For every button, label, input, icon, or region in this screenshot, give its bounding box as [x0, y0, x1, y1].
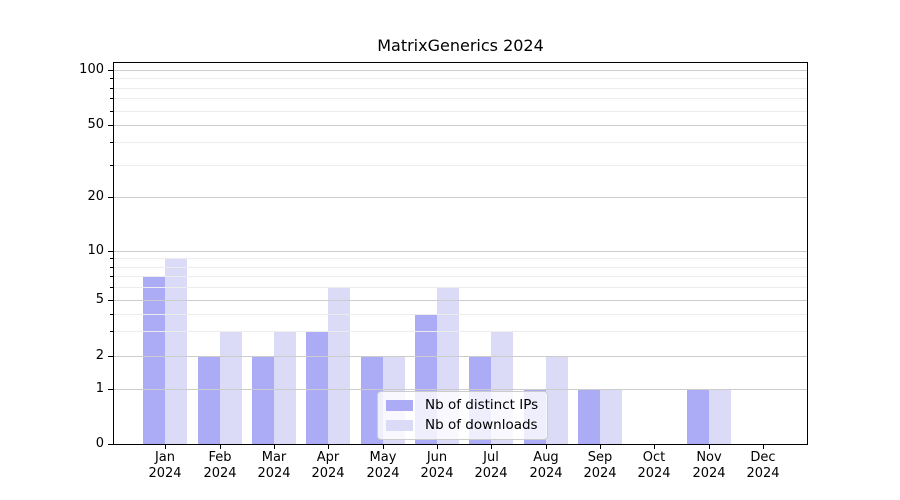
- x-tick-sep: [600, 445, 601, 449]
- y-tick-10: [108, 251, 113, 252]
- major-gridline-5: [114, 300, 807, 301]
- y-axis-label-5: 5: [95, 292, 104, 307]
- minor-gridline-70: [114, 98, 807, 99]
- y-minor-tick-30: [110, 165, 113, 166]
- x-tick-jul: [491, 445, 492, 449]
- bar-downloads-jan: [165, 258, 188, 444]
- x-axis-label-mar: Mar 2024: [257, 450, 291, 481]
- bar-downloads-nov: [708, 389, 731, 444]
- legend-swatch-distinct-ips: [386, 399, 413, 411]
- bar-distinct-ips-jan: [143, 276, 166, 444]
- y-axis-label-2: 2: [95, 348, 104, 363]
- bar-distinct-ips-mar: [251, 356, 274, 444]
- minor-gridline-3: [114, 331, 807, 332]
- x-axis-label-apr: Apr 2024: [311, 450, 345, 481]
- x-tick-jan: [165, 445, 166, 449]
- y-tick-100: [108, 70, 113, 71]
- y-tick-2: [108, 356, 113, 357]
- x-axis-label-nov: Nov 2024: [692, 450, 726, 481]
- y-minor-tick-9: [110, 258, 113, 259]
- minor-gridline-7: [114, 276, 807, 277]
- major-gridline-50: [114, 125, 807, 126]
- minor-gridline-9: [114, 258, 807, 259]
- legend: Nb of distinct IPs Nb of downloads: [377, 391, 549, 440]
- major-gridline-1: [114, 389, 807, 390]
- legend-label-distinct-ips: Nb of distinct IPs: [425, 397, 539, 413]
- legend-item-distinct-ips: Nb of distinct IPs: [386, 397, 538, 413]
- y-tick-0: [108, 444, 113, 445]
- minor-gridline-40: [114, 142, 807, 143]
- major-gridline-20: [114, 197, 807, 198]
- x-tick-dec: [763, 445, 764, 449]
- y-minor-tick-80: [110, 88, 113, 89]
- x-axis-label-aug: Aug 2024: [529, 450, 563, 481]
- y-axis-label-0: 0: [95, 436, 104, 451]
- minor-gridline-80: [114, 88, 807, 89]
- y-minor-tick-6: [110, 287, 113, 288]
- minor-gridline-6: [114, 287, 807, 288]
- y-axis-label-1: 1: [95, 381, 104, 396]
- x-axis-label-dec: Dec 2024: [746, 450, 780, 481]
- x-tick-aug: [546, 445, 547, 449]
- major-gridline-100: [114, 70, 807, 71]
- y-tick-1: [108, 389, 113, 390]
- bar-distinct-ips-nov: [686, 389, 709, 444]
- y-minor-tick-90: [110, 78, 113, 79]
- bar-downloads-sep: [599, 389, 622, 444]
- y-minor-tick-7: [110, 276, 113, 277]
- y-tick-5: [108, 300, 113, 301]
- x-axis-label-feb: Feb 2024: [203, 450, 237, 481]
- minor-gridline-4: [114, 314, 807, 315]
- x-tick-feb: [220, 445, 221, 449]
- x-tick-jun: [437, 445, 438, 449]
- minor-gridline-60: [114, 111, 807, 112]
- x-tick-nov: [709, 445, 710, 449]
- y-minor-tick-60: [110, 111, 113, 112]
- y-minor-tick-40: [110, 142, 113, 143]
- bar-downloads-aug: [545, 356, 568, 444]
- bar-downloads-mar: [273, 331, 296, 444]
- legend-swatch-downloads: [386, 419, 413, 431]
- legend-item-downloads: Nb of downloads: [386, 417, 538, 433]
- chart-title: MatrixGenerics 2024: [377, 36, 544, 55]
- y-minor-tick-70: [110, 98, 113, 99]
- bar-distinct-ips-sep: [577, 389, 600, 444]
- x-axis-label-sep: Sep 2024: [583, 450, 617, 481]
- x-axis-label-jul: Jul 2024: [474, 450, 508, 481]
- y-axis-label-100: 100: [79, 62, 104, 77]
- bar-distinct-ips-feb: [197, 356, 220, 444]
- y-tick-50: [108, 125, 113, 126]
- x-tick-may: [383, 445, 384, 449]
- x-axis-label-may: May 2024: [366, 450, 400, 481]
- major-gridline-10: [114, 251, 807, 252]
- x-axis-label-jun: Jun 2024: [420, 450, 454, 481]
- x-axis-label-jan: Jan 2024: [148, 450, 182, 481]
- x-tick-oct: [654, 445, 655, 449]
- minor-gridline-8: [114, 267, 807, 268]
- major-gridline-2: [114, 356, 807, 357]
- minor-gridline-90: [114, 78, 807, 79]
- legend-label-downloads: Nb of downloads: [425, 417, 538, 433]
- bar-distinct-ips-apr: [306, 331, 329, 444]
- bar-downloads-feb: [219, 331, 242, 444]
- bar-downloads-apr: [328, 287, 351, 444]
- y-minor-tick-4: [110, 314, 113, 315]
- y-tick-20: [108, 197, 113, 198]
- x-tick-apr: [328, 445, 329, 449]
- y-minor-tick-8: [110, 267, 113, 268]
- y-axis-label-50: 50: [87, 117, 104, 132]
- minor-gridline-30: [114, 165, 807, 166]
- plot-area: [113, 62, 808, 445]
- y-axis-label-20: 20: [87, 189, 104, 204]
- y-axis-label-10: 10: [87, 243, 104, 258]
- x-tick-mar: [274, 445, 275, 449]
- y-minor-tick-3: [110, 331, 113, 332]
- x-axis-label-oct: Oct 2024: [637, 450, 671, 481]
